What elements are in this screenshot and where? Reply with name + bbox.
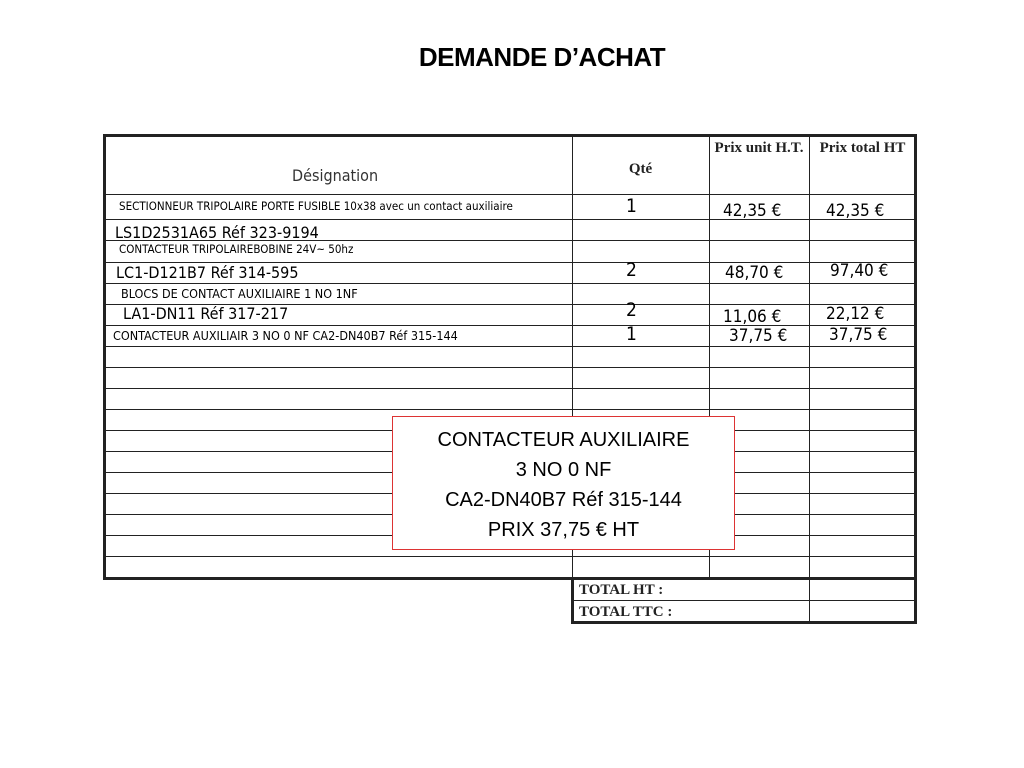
table-line [572, 134, 573, 578]
row4-qty: 1 [626, 323, 637, 345]
header-total-price: Prix total HT [819, 140, 906, 156]
page-title: DEMANDE D’ACHAT [418, 42, 666, 72]
callout-line2: 3 NO 0 NF [515, 459, 612, 481]
table-line [571, 621, 917, 624]
row4-unit: 37,75 € [729, 326, 788, 346]
row1-ref: LS1D2531A65 Réf 323-9194 [115, 223, 319, 242]
row3-total: 22,12 € [826, 304, 885, 324]
header-designation: Désignation [292, 166, 379, 185]
table-line [809, 134, 810, 578]
row2-ref: LC1-D121B7 Réf 314-595 [116, 263, 299, 282]
row2-designation: CONTACTEUR TRIPOLAIREBOBINE 24V~ 50hz [119, 242, 354, 256]
row4-designation: CONTACTEUR AUXILIAIR 3 NO 0 NF CA2-DN40B… [113, 328, 458, 343]
table-line [104, 409, 916, 410]
callout-line1: CONTACTEUR AUXILIAIRE [437, 429, 690, 451]
table-line [103, 134, 106, 580]
table-line [709, 134, 710, 578]
callout-line3: CA2-DN40B7 Réf 315-144 [445, 489, 682, 511]
callout-box: CONTACTEUR AUXILIAIRE 3 NO 0 NF CA2-DN40… [392, 416, 735, 550]
row1-unit: 42,35 € [723, 201, 782, 221]
row3-designation: BLOCS DE CONTACT AUXILIAIRE 1 NO 1NF [121, 286, 358, 301]
table-line [104, 134, 916, 137]
table-line [914, 134, 917, 624]
table-line [104, 194, 916, 195]
row2-unit: 48,70 € [725, 263, 784, 283]
row2-qty: 2 [626, 259, 637, 281]
total-ht-label: TOTAL HT : [579, 582, 664, 598]
table-line [104, 577, 916, 580]
table-line [104, 240, 916, 241]
row2-total: 97,40 € [830, 261, 889, 281]
table-line [104, 367, 916, 368]
callout-line4: PRIX 37,75 € HT [487, 519, 640, 541]
table-line [809, 577, 810, 622]
row3-unit: 11,06 € [723, 307, 782, 327]
table-line [104, 325, 916, 326]
row1-qty: 1 [626, 195, 637, 217]
table-line [104, 262, 916, 263]
row1-total: 42,35 € [826, 201, 885, 221]
table-line [104, 219, 916, 220]
header-unit-price: Prix unit H.T. [714, 140, 804, 156]
row3-qty: 2 [626, 299, 637, 321]
table-line [104, 304, 916, 305]
table-line [572, 600, 916, 601]
total-ttc-label: TOTAL TTC : [579, 604, 673, 620]
row4-total: 37,75 € [829, 325, 888, 345]
table-line [104, 388, 916, 389]
table-line [104, 283, 916, 284]
header-qty: Qté [628, 161, 653, 177]
row3-ref: LA1-DN11 Réf 317-217 [123, 304, 289, 323]
table-line [104, 556, 916, 557]
row1-designation: SECTIONNEUR TRIPOLAIRE PORTE FUSIBLE 10x… [119, 199, 513, 213]
table-line [104, 346, 916, 347]
